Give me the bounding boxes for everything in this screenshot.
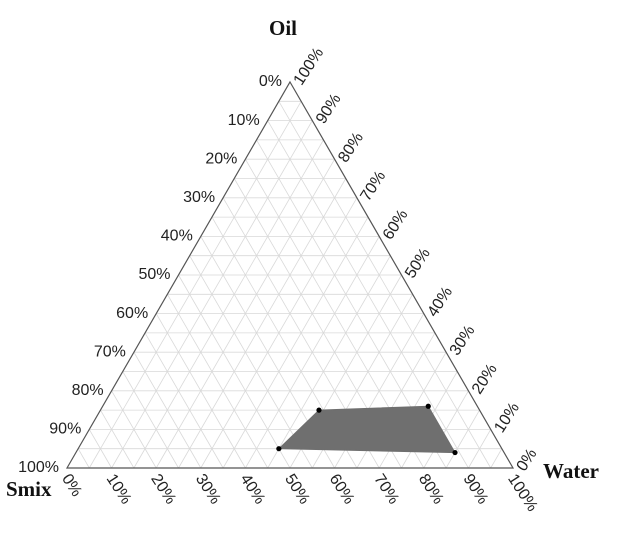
right-tick-5: 50%	[402, 245, 434, 281]
left-tick-1: 10%	[228, 112, 260, 129]
bottom-tick-1: 10%	[103, 471, 135, 507]
vertex-label-oil: Oil	[269, 16, 297, 40]
grid-line-smix-60	[155, 313, 246, 469]
grid-line-smix-50	[178, 274, 291, 469]
right-tick-2: 20%	[469, 361, 501, 397]
right-tick-7: 70%	[358, 168, 390, 204]
grid-line-smix-85	[100, 409, 135, 469]
left-tick-4: 40%	[161, 228, 193, 245]
grid-line-water-95	[490, 448, 503, 469]
bottom-tick-5: 50%	[281, 471, 313, 507]
region-vertex-point-3	[452, 449, 458, 456]
grid-lines	[77, 100, 503, 469]
left-tick-7: 70%	[94, 343, 126, 360]
grid-line-smix-5	[278, 101, 492, 469]
right-tick-0: 0%	[514, 446, 541, 475]
grid-line-smix-45	[189, 255, 313, 469]
grid-line-water-85	[445, 409, 480, 469]
vertex-label-water: Water	[543, 459, 599, 483]
right-tick-4: 40%	[424, 284, 456, 320]
left-tick-9: 90%	[49, 421, 81, 438]
bottom-tick-0: 0%	[58, 471, 85, 500]
grid-line-smix-65	[144, 332, 224, 469]
left-tick-0: 0%	[259, 73, 282, 90]
grid-line-smix-55	[167, 294, 269, 469]
right-tick-10: 100%	[291, 45, 328, 89]
grid-line-smix-75	[122, 371, 179, 469]
right-tick-6: 60%	[380, 207, 412, 243]
grid-line-water-5	[88, 101, 302, 469]
grid-line-water-45	[267, 255, 391, 469]
bottom-tick-3: 30%	[192, 471, 224, 507]
left-tick-3: 30%	[183, 189, 215, 206]
left-tick-10: 100%	[18, 459, 59, 476]
triangle-frame	[65, 80, 515, 469]
region-layer	[276, 403, 458, 456]
grid-line-water-90	[468, 429, 492, 469]
region-vertex-point-1	[316, 407, 322, 413]
bottom-tick-8: 80%	[415, 471, 447, 507]
grid-line-water-25	[178, 178, 347, 469]
grid-line-smix-90	[88, 429, 112, 469]
right-tick-1: 10%	[491, 400, 523, 436]
grid-line-water-15	[133, 139, 324, 469]
region-polygon	[277, 405, 456, 454]
left-tick-2: 20%	[205, 150, 237, 167]
bottom-tick-4: 40%	[236, 471, 268, 507]
grid-line-smix-80	[111, 390, 157, 469]
right-tick-8: 80%	[335, 130, 367, 166]
grid-line-smix-70	[133, 351, 202, 469]
bottom-tick-9: 90%	[459, 471, 491, 507]
grid-line-water-35	[222, 216, 369, 469]
left-tick-6: 60%	[116, 305, 148, 322]
bottom-tick-10: 100%	[504, 471, 541, 515]
bottom-tick-2: 20%	[147, 471, 179, 507]
bottom-tick-7: 70%	[370, 471, 402, 507]
region-vertex-point-2	[425, 403, 431, 409]
vertex-label-smix: Smix	[6, 477, 52, 501]
right-tick-9: 90%	[313, 91, 345, 127]
region-vertex-point-0	[276, 446, 282, 452]
grid-line-smix-95	[77, 448, 90, 469]
tick-labels: 0%10%20%30%40%50%60%70%80%90%100% 0%10%20…	[18, 45, 541, 515]
bottom-tick-6: 60%	[326, 471, 358, 507]
left-tick-5: 50%	[138, 266, 170, 283]
right-tick-3: 30%	[447, 323, 479, 359]
left-tick-8: 80%	[72, 382, 104, 399]
grid-line-water-80	[423, 390, 469, 469]
